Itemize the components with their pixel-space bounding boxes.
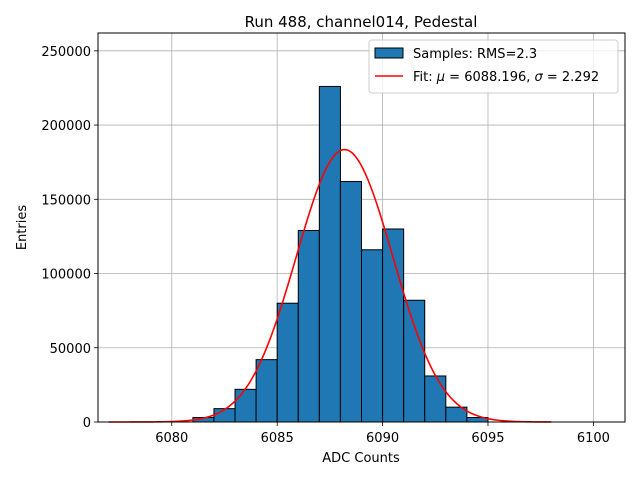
histogram-bar bbox=[234, 388, 257, 423]
histogram-bar bbox=[297, 229, 320, 423]
legend: Samples: RMS=2.3 Fit: μ = 6088.196, σ = … bbox=[368, 39, 619, 94]
plot-frame bbox=[97, 32, 626, 423]
legend-samples-label: Samples: RMS=2.3 bbox=[413, 47, 537, 62]
histogram-bar bbox=[403, 299, 426, 423]
y-tick-label: 100000 bbox=[41, 268, 91, 283]
y-tick-label: 200000 bbox=[41, 119, 91, 134]
y-tick-label: 50000 bbox=[50, 342, 91, 357]
x-axis-ticks: 6080 6085 6090 6095 6100 bbox=[155, 422, 610, 446]
x-tick-label: 6090 bbox=[366, 431, 399, 446]
histogram-bar bbox=[276, 302, 299, 423]
x-tick-label: 6085 bbox=[261, 431, 294, 446]
histogram-bar bbox=[213, 408, 236, 423]
y-tick-label: 250000 bbox=[41, 45, 91, 60]
fit-curve-line bbox=[108, 148, 552, 423]
x-tick-label: 6095 bbox=[471, 431, 504, 446]
x-axis-label: ADC Counts bbox=[322, 451, 400, 466]
legend-fit-label: Fit: μ = 6088.196, σ = 2.292 bbox=[413, 70, 599, 85]
histogram-bar bbox=[361, 249, 384, 423]
y-tick-label: 150000 bbox=[41, 193, 91, 208]
histogram-bar bbox=[339, 180, 363, 423]
y-tick-label: 0 bbox=[83, 416, 91, 431]
legend-samples-swatch bbox=[374, 47, 404, 59]
x-tick-label: 6100 bbox=[577, 431, 610, 446]
x-tick-label: 6080 bbox=[155, 431, 188, 446]
histogram-bars bbox=[192, 85, 489, 423]
histogram-bar bbox=[318, 85, 341, 423]
y-axis-label: Entries bbox=[15, 205, 30, 251]
y-axis-ticks: 0 50000 100000 150000 200000 250000 bbox=[41, 45, 98, 431]
chart-title: Run 488, channel014, Pedestal bbox=[245, 13, 478, 31]
histogram-bar bbox=[424, 375, 447, 423]
legend-box bbox=[368, 39, 619, 94]
histogram-bar bbox=[255, 359, 278, 423]
